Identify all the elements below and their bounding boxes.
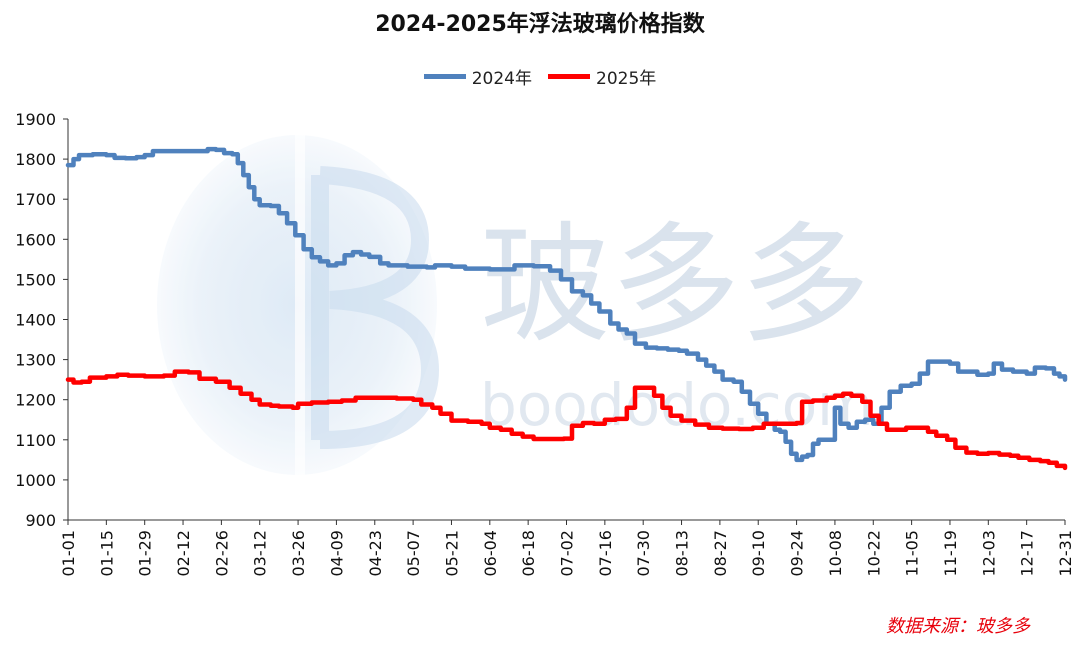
x-tick-label: 01-01 xyxy=(59,530,78,577)
x-tick-label: 12-17 xyxy=(1018,530,1037,577)
x-tick-label: 07-02 xyxy=(558,530,577,577)
x-tick-label: 08-27 xyxy=(711,530,730,577)
x-tick-label: 05-21 xyxy=(442,530,461,577)
x-tick-label: 11-19 xyxy=(941,530,960,577)
x-tick-label: 03-12 xyxy=(251,530,270,577)
x-tick-label: 07-30 xyxy=(634,530,653,577)
y-tick-label: 1700 xyxy=(15,190,56,209)
y-tick-label: 1900 xyxy=(15,110,56,129)
x-tick-label: 06-04 xyxy=(481,530,500,577)
axes: 900 1000 1100 1200 1300 1400 1500 1600 1700 1800 1… xyxy=(15,110,1075,577)
x-tick-label: 03-26 xyxy=(289,530,308,577)
y-tick-label: 1000 xyxy=(15,471,56,490)
x-tick-label: 07-16 xyxy=(596,530,615,577)
watermark-text: 玻多多 xyxy=(480,209,870,361)
y-tick-label: 1600 xyxy=(15,230,56,249)
series-line-2024 xyxy=(65,146,1068,463)
watermark-logo: 玻多多 boododo.com xyxy=(157,135,874,475)
legend-label-2024: 2024年 xyxy=(471,69,532,89)
series-layer xyxy=(65,146,1068,471)
x-tick-label: 12-31 xyxy=(1056,530,1075,577)
x-tick-label: 11-05 xyxy=(903,530,922,577)
x-tick-label: 02-12 xyxy=(174,530,193,577)
legend-swatch-2025 xyxy=(548,74,590,79)
series-line-2025 xyxy=(65,369,1068,471)
x-tick-label: 09-24 xyxy=(788,530,807,577)
x-tick-label: 05-07 xyxy=(404,530,423,577)
y-tick-label: 1300 xyxy=(15,351,56,370)
legend: 2024年 2025年 xyxy=(0,64,1080,89)
x-tick-label: 12-03 xyxy=(979,530,998,577)
x-tick-label: 10-08 xyxy=(826,530,845,577)
legend-item-2024[interactable]: 2024年 xyxy=(423,64,532,89)
y-tick-label: 1800 xyxy=(15,150,56,169)
x-tick-label: 08-13 xyxy=(673,530,692,577)
x-tick-label: 04-09 xyxy=(327,530,346,577)
x-tick-label: 01-29 xyxy=(136,530,155,577)
chart-title: 2024-2025年浮法玻璃价格指数 xyxy=(375,12,705,37)
x-tick-label: 06-18 xyxy=(519,530,538,577)
x-tick-label: 10-22 xyxy=(864,530,883,577)
y-tick-label: 900 xyxy=(25,511,56,530)
watermark-subtext: boododo.com xyxy=(480,371,874,439)
x-tick-label: 02-26 xyxy=(212,530,231,577)
y-tick-label: 1500 xyxy=(15,270,56,289)
x-tick-label: 09-10 xyxy=(749,530,768,577)
x-tick-label: 01-15 xyxy=(97,530,116,577)
y-tick-label: 1400 xyxy=(15,311,56,330)
x-tick-label: 04-23 xyxy=(366,530,385,577)
legend-label-2025: 2025年 xyxy=(596,69,657,89)
y-tick-label: 1100 xyxy=(15,431,56,450)
legend-swatch-2024 xyxy=(423,74,466,79)
legend-item-2025[interactable]: 2025年 xyxy=(548,64,656,89)
y-tick-label: 1200 xyxy=(15,391,56,410)
source-label: 数据来源：玻多多 xyxy=(886,616,1030,637)
